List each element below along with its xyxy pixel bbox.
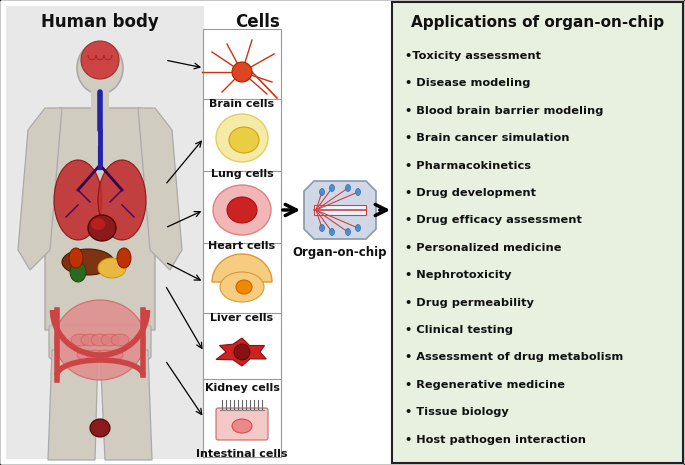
Text: • Drug efficacy assessment: • Drug efficacy assessment — [405, 215, 582, 226]
Ellipse shape — [97, 350, 113, 360]
Text: • Clinical testing: • Clinical testing — [405, 325, 513, 335]
Text: • Assessment of drug metabolism: • Assessment of drug metabolism — [405, 352, 623, 362]
Ellipse shape — [91, 334, 109, 346]
Ellipse shape — [111, 334, 129, 346]
Text: • Blood brain barrier modeling: • Blood brain barrier modeling — [405, 106, 603, 116]
Ellipse shape — [70, 262, 86, 282]
Text: • Disease modeling: • Disease modeling — [405, 79, 530, 88]
Circle shape — [232, 62, 252, 82]
Text: • Drug permeability: • Drug permeability — [405, 298, 534, 307]
Ellipse shape — [319, 225, 325, 232]
Text: • Brain cancer simulation: • Brain cancer simulation — [405, 133, 569, 143]
Ellipse shape — [236, 280, 252, 294]
Ellipse shape — [117, 248, 131, 268]
Ellipse shape — [232, 419, 252, 433]
Ellipse shape — [55, 300, 145, 380]
Text: • Nephrotoxicity: • Nephrotoxicity — [405, 270, 512, 280]
Text: • Drug development: • Drug development — [405, 188, 536, 198]
Ellipse shape — [69, 248, 83, 268]
Ellipse shape — [91, 218, 105, 230]
Ellipse shape — [345, 185, 351, 192]
Text: Brain cells: Brain cells — [210, 99, 275, 109]
Text: Kidney cells: Kidney cells — [205, 383, 279, 393]
Ellipse shape — [54, 160, 102, 240]
Ellipse shape — [216, 114, 268, 162]
Text: Cells: Cells — [236, 13, 280, 31]
Ellipse shape — [107, 350, 123, 360]
Circle shape — [234, 344, 250, 360]
FancyBboxPatch shape — [203, 99, 281, 177]
Ellipse shape — [227, 197, 257, 223]
Ellipse shape — [81, 41, 119, 79]
FancyBboxPatch shape — [203, 29, 281, 107]
Ellipse shape — [356, 188, 360, 195]
Ellipse shape — [81, 334, 99, 346]
FancyBboxPatch shape — [6, 6, 204, 459]
Polygon shape — [48, 350, 98, 460]
Ellipse shape — [220, 272, 264, 302]
Ellipse shape — [345, 228, 351, 235]
Ellipse shape — [77, 350, 93, 360]
Text: • Pharmacokinetics: • Pharmacokinetics — [405, 160, 531, 171]
Ellipse shape — [71, 334, 89, 346]
Ellipse shape — [88, 215, 116, 241]
Text: Lung cells: Lung cells — [210, 169, 273, 179]
FancyBboxPatch shape — [314, 205, 366, 215]
Ellipse shape — [329, 228, 334, 235]
Text: • Personalized medicine: • Personalized medicine — [405, 243, 562, 253]
FancyBboxPatch shape — [49, 325, 151, 359]
FancyBboxPatch shape — [91, 90, 109, 112]
Text: • Host pathogen interaction: • Host pathogen interaction — [405, 435, 586, 445]
Polygon shape — [304, 181, 376, 239]
Text: Intestinal cells: Intestinal cells — [196, 449, 288, 459]
Polygon shape — [138, 108, 182, 270]
Polygon shape — [212, 254, 272, 282]
FancyBboxPatch shape — [203, 243, 281, 321]
Ellipse shape — [356, 225, 360, 232]
Polygon shape — [18, 108, 62, 270]
Ellipse shape — [98, 258, 126, 278]
Polygon shape — [100, 350, 152, 460]
Text: • Tissue biology: • Tissue biology — [405, 407, 509, 417]
Text: Organ-on-chip: Organ-on-chip — [292, 246, 387, 259]
Ellipse shape — [87, 350, 103, 360]
Text: Applications of organ-on-chip: Applications of organ-on-chip — [411, 15, 664, 31]
Ellipse shape — [90, 419, 110, 437]
Ellipse shape — [101, 334, 119, 346]
Ellipse shape — [213, 185, 271, 235]
Text: Liver cells: Liver cells — [210, 313, 273, 323]
Ellipse shape — [98, 160, 146, 240]
Ellipse shape — [229, 127, 259, 153]
FancyBboxPatch shape — [203, 313, 281, 391]
Text: Heart cells: Heart cells — [208, 241, 275, 251]
FancyBboxPatch shape — [392, 2, 683, 463]
Polygon shape — [45, 108, 155, 330]
Polygon shape — [216, 338, 266, 366]
FancyBboxPatch shape — [216, 408, 268, 440]
Ellipse shape — [329, 185, 334, 192]
FancyBboxPatch shape — [203, 171, 281, 249]
Ellipse shape — [319, 188, 325, 195]
FancyBboxPatch shape — [203, 379, 281, 457]
Ellipse shape — [62, 249, 114, 275]
Ellipse shape — [77, 42, 123, 94]
Text: Human body: Human body — [41, 13, 159, 31]
Text: • Regenerative medicine: • Regenerative medicine — [405, 380, 565, 390]
Text: •Toxicity assessment: •Toxicity assessment — [405, 51, 541, 61]
